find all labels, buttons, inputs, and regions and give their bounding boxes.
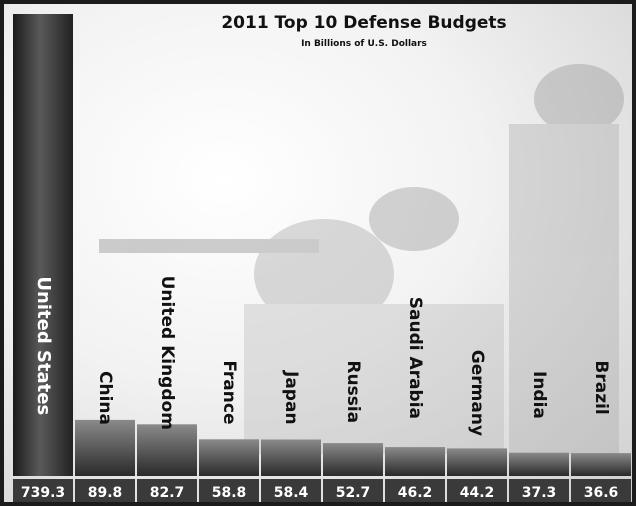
value-label-united-states: 739.3 xyxy=(21,485,65,501)
soldier-silhouettes-background xyxy=(99,64,624,454)
value-label-saudi-arabia: 46.2 xyxy=(398,485,433,501)
bar-saudi-arabia xyxy=(385,447,445,476)
bar-germany xyxy=(447,448,507,476)
category-label-saudi-arabia: Saudi Arabia xyxy=(405,297,425,419)
bar-united-kingdom xyxy=(137,424,197,476)
value-label-brazil: 36.6 xyxy=(584,485,619,501)
value-box-russia xyxy=(323,479,383,502)
value-label-china: 89.8 xyxy=(88,485,123,501)
chart-title: 2011 Top 10 Defense Budgets xyxy=(221,13,506,33)
value-label-russia: 52.7 xyxy=(336,485,371,501)
value-box-china xyxy=(75,479,135,502)
bar-japan xyxy=(261,439,321,476)
value-label-india: 37.3 xyxy=(522,485,557,501)
bars-group xyxy=(13,14,631,476)
category-label-china: China xyxy=(95,371,115,425)
chart-subtitle: In Billions of U.S. Dollars xyxy=(301,39,427,49)
value-box-japan xyxy=(261,479,321,502)
bar-united-states xyxy=(13,14,73,476)
bar-france xyxy=(199,439,259,476)
value-box-united-kingdom xyxy=(137,479,197,502)
category-label-france: France xyxy=(219,360,239,424)
category-label-russia: Russia xyxy=(343,360,363,423)
bar-brazil xyxy=(571,453,631,476)
category-label-brazil: Brazil xyxy=(591,360,611,414)
value-box-india xyxy=(509,479,569,502)
value-labels: 739.3 89.8 82.7 58.8 58.4 52.7 46.2 44.2 37.3 36.… xyxy=(13,479,631,502)
bar-russia xyxy=(323,443,383,476)
value-box-france xyxy=(199,479,259,502)
value-box-saudi-arabia xyxy=(385,479,445,502)
value-box-germany xyxy=(447,479,507,502)
bar-chart: 2011 Top 10 Defense Budgets In Billions … xyxy=(13,13,631,502)
value-label-france: 58.8 xyxy=(212,485,247,501)
category-label-germany: Germany xyxy=(467,350,487,436)
value-label-united-kingdom: 82.7 xyxy=(150,485,185,501)
category-label-india: India xyxy=(529,371,549,419)
value-label-germany: 44.2 xyxy=(460,485,495,501)
value-label-japan: 58.4 xyxy=(274,485,309,501)
category-label-united-states: United States xyxy=(33,276,54,415)
category-label-united-kingdom: United Kingdom xyxy=(157,276,177,430)
category-labels: United States China United Kingdom France Ja… xyxy=(33,276,611,436)
category-label-japan: Japan xyxy=(281,370,301,425)
bar-india xyxy=(509,452,569,476)
value-box-united-states xyxy=(13,479,73,502)
value-box-brazil xyxy=(571,479,631,502)
bar-china xyxy=(75,419,135,476)
